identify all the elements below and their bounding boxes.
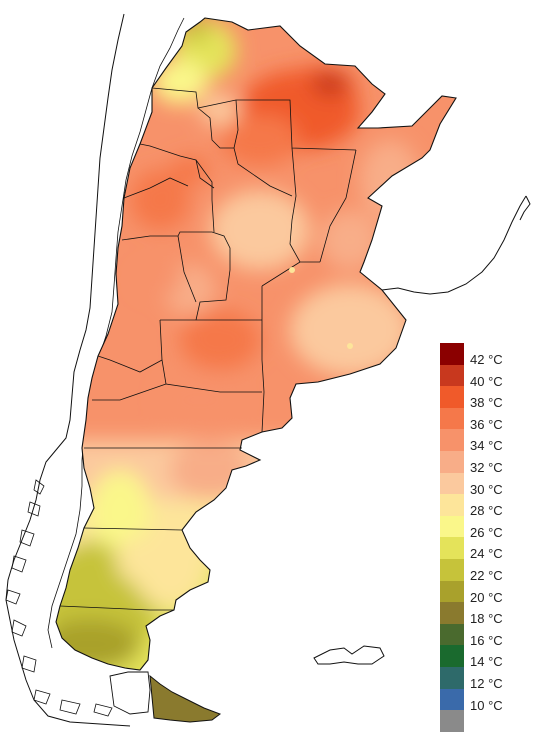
legend-row: 28 °C — [440, 494, 538, 519]
legend-row: 18 °C — [440, 602, 538, 627]
legend-row: 10 °C — [440, 688, 538, 713]
legend-swatch — [440, 515, 464, 538]
legend-label: 40 °C — [470, 373, 503, 389]
temperature-legend: 42 °C 40 °C 38 °C 36 °C 34 °C 32 °C 30 °C 28 °C… — [440, 343, 538, 732]
legend-row: 30 °C — [440, 472, 538, 497]
legend-row: 40 °C — [440, 364, 538, 389]
legend-swatch — [440, 666, 464, 689]
legend-row: 38 °C — [440, 386, 538, 411]
legend-swatch — [440, 537, 464, 559]
legend-swatch — [440, 710, 464, 732]
local-hotspot — [347, 343, 353, 349]
legend-row: 12 °C — [440, 666, 538, 691]
legend-label: 34 °C — [470, 438, 503, 454]
local-hotspot — [289, 267, 295, 273]
legend-row: 26 °C — [440, 515, 538, 540]
legend-row: 42 °C — [440, 343, 538, 367]
legend-swatch — [440, 580, 464, 603]
legend-label: 20 °C — [470, 589, 503, 605]
uruguay-coastline — [381, 195, 527, 295]
legend-label: 36 °C — [470, 416, 503, 432]
chile-islands — [5, 479, 113, 717]
legend-label: 28 °C — [470, 503, 503, 519]
legend-swatch — [440, 472, 464, 495]
legend-swatch — [440, 407, 464, 430]
brazil-coast — [519, 195, 531, 221]
legend-swatch — [440, 386, 464, 408]
legend-label: 14 °C — [470, 654, 503, 670]
legend-row — [440, 710, 538, 732]
legend-swatch — [440, 494, 464, 516]
legend-row: 22 °C — [440, 558, 538, 583]
legend-swatch — [440, 602, 464, 624]
legend-swatch — [440, 450, 464, 473]
legend-label: 38 °C — [470, 395, 503, 411]
tierra-del-fuego-outline — [109, 671, 151, 715]
legend-label: 22 °C — [470, 567, 503, 583]
legend-swatch — [440, 623, 464, 646]
legend-swatch — [440, 645, 464, 667]
legend-swatch — [440, 429, 464, 451]
legend-row: 20 °C — [440, 580, 538, 605]
legend-swatch — [440, 688, 464, 711]
legend-label: 10 °C — [470, 697, 503, 713]
falkland-islands — [313, 645, 385, 665]
legend-swatch — [440, 364, 464, 387]
legend-label: 30 °C — [470, 481, 503, 497]
province-borders — [59, 87, 357, 611]
legend-label: 18 °C — [470, 611, 503, 627]
legend-label: 32 °C — [470, 459, 503, 475]
legend-row: 16 °C — [440, 623, 538, 648]
legend-swatch — [440, 558, 464, 581]
legend-label: 42 °C — [470, 352, 503, 367]
tierra-del-fuego — [149, 674, 222, 723]
legend-row: 34 °C — [440, 429, 538, 454]
legend-label: 12 °C — [470, 675, 503, 691]
legend-row: 32 °C — [440, 450, 538, 475]
legend-label: 16 °C — [470, 632, 503, 648]
legend-label: 26 °C — [470, 524, 503, 540]
chile-inner-border — [47, 17, 185, 649]
legend-row: 14 °C — [440, 645, 538, 670]
legend-label: 24 °C — [470, 546, 503, 562]
legend-row: 36 °C — [440, 407, 538, 432]
legend-swatch — [440, 343, 464, 365]
legend-row: 24 °C — [440, 537, 538, 562]
